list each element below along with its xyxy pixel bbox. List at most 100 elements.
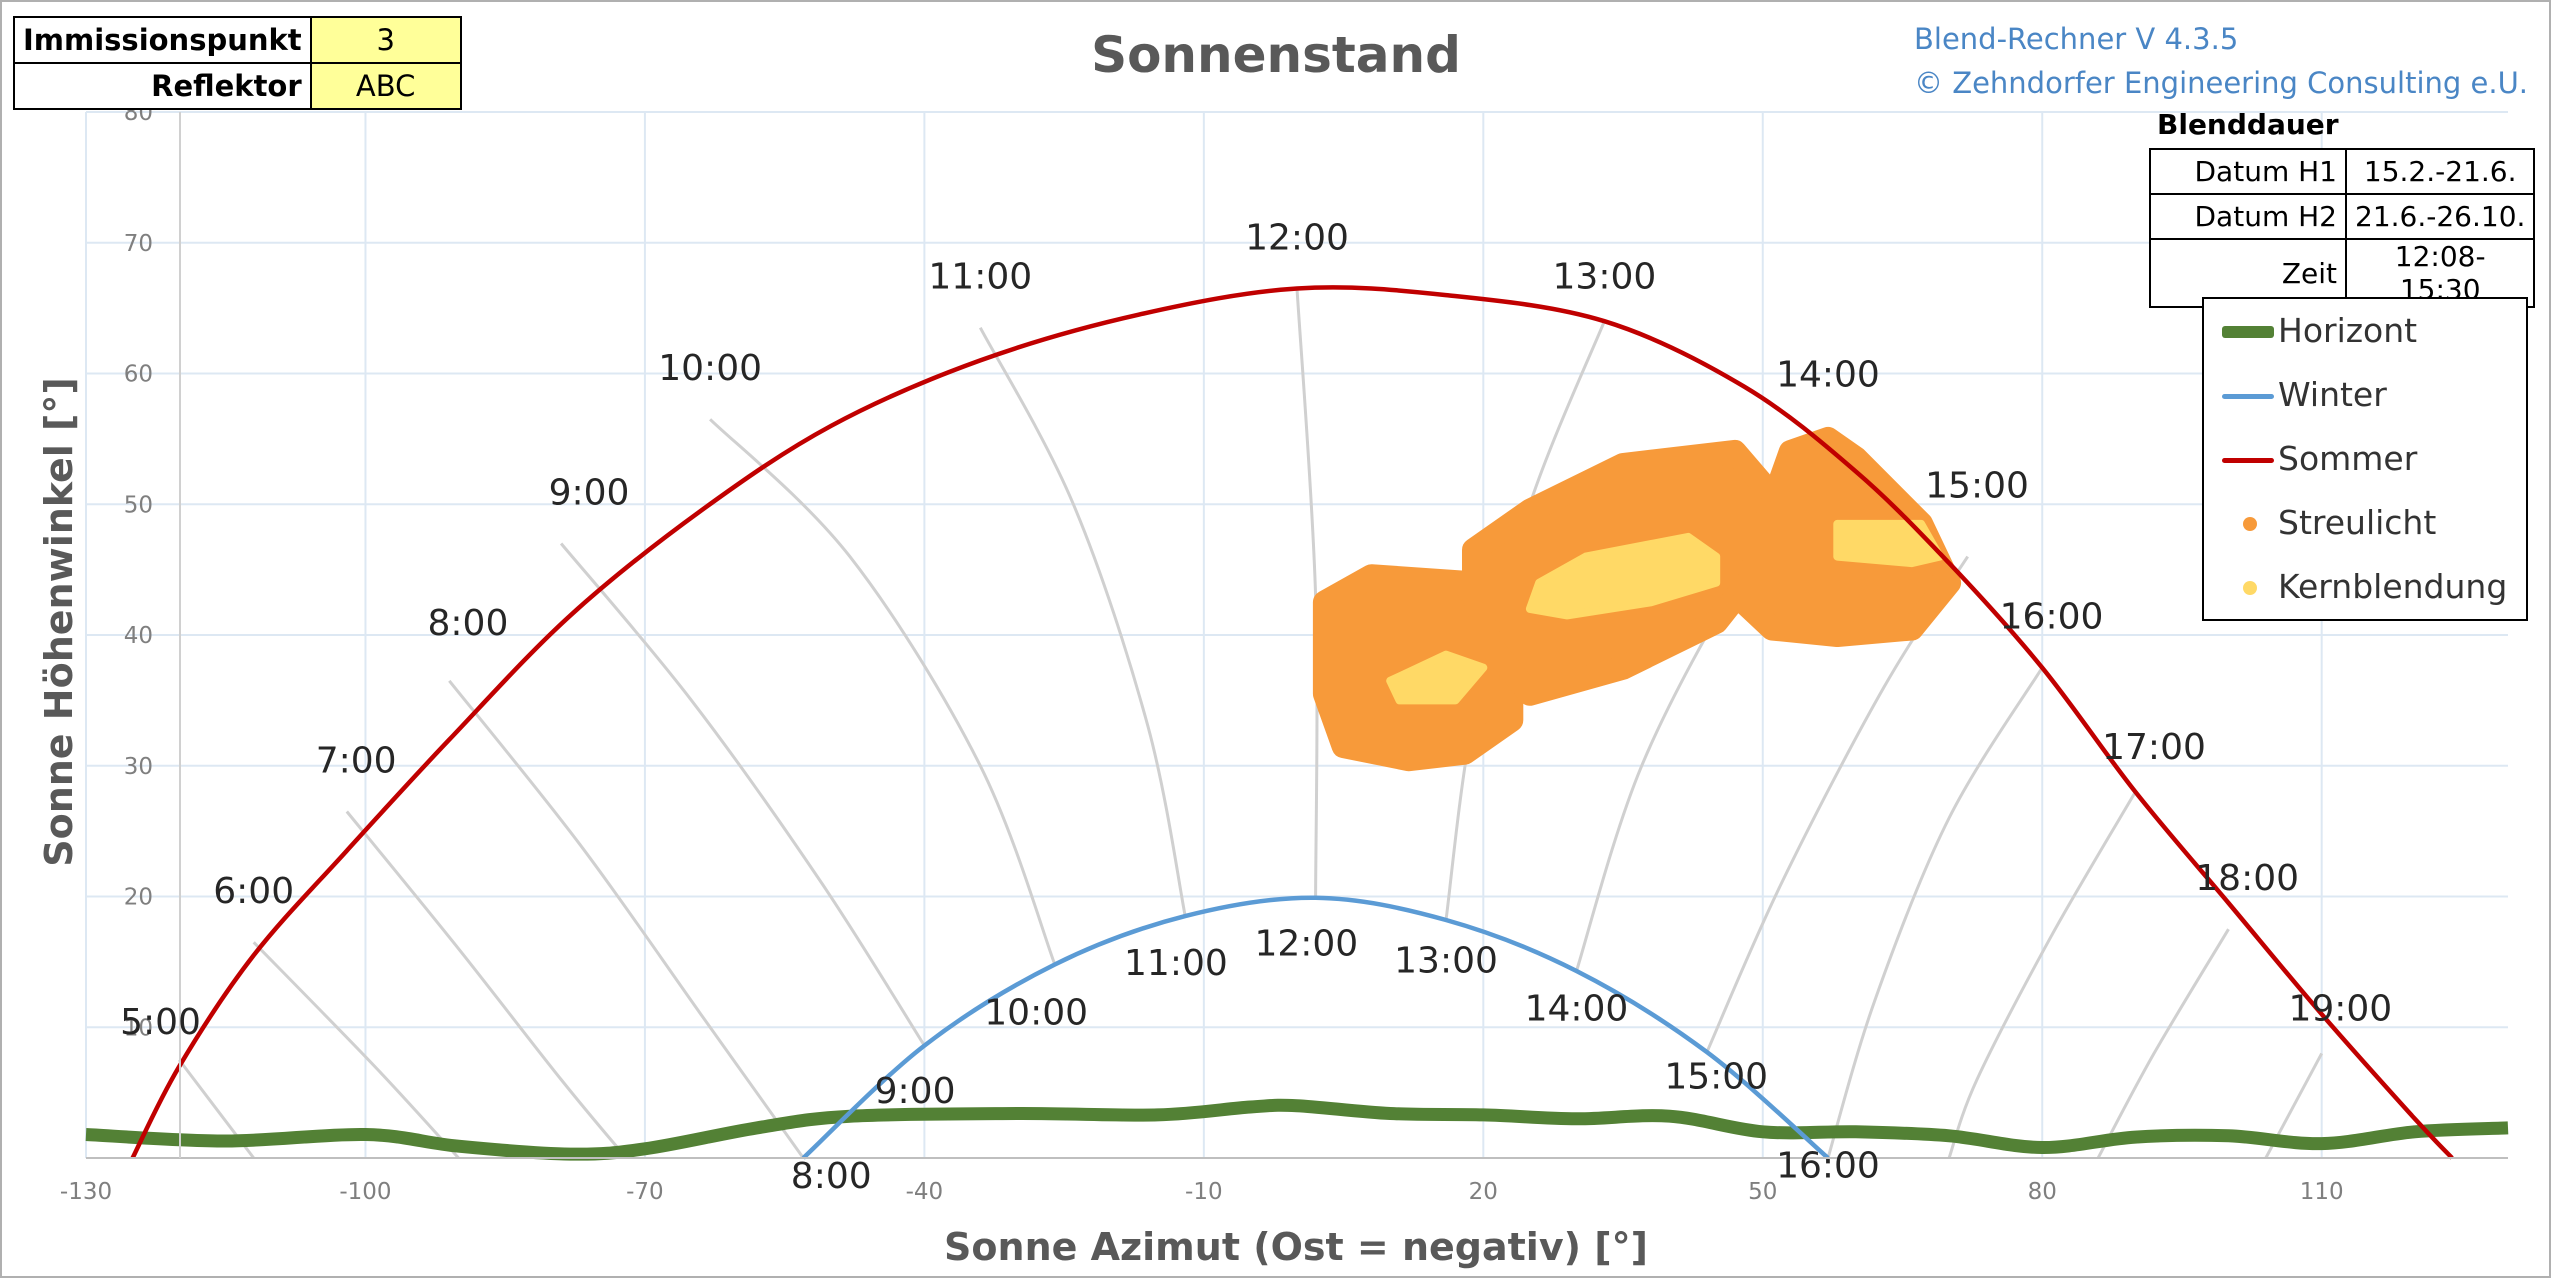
horizon-line bbox=[85, 1098, 2509, 1161]
legend-swatch-streulicht bbox=[2243, 517, 2257, 531]
hour-line bbox=[978, 327, 1187, 917]
winter-hour-label: 13:00 bbox=[1394, 940, 1498, 981]
legend-label: Winter bbox=[2278, 375, 2387, 414]
x-tick-label: -70 bbox=[626, 1179, 664, 1205]
legend-label: Kernblendung bbox=[2278, 567, 2508, 606]
x-tick-label: -10 bbox=[1185, 1179, 1223, 1205]
winter-hour-label: 11:00 bbox=[1124, 943, 1228, 984]
legend-item-streulicht: Streulicht bbox=[2204, 493, 2526, 553]
y-tick-label: 30 bbox=[124, 754, 153, 780]
chart-legend: Horizont Winter Sommer Streulicht Kernbl… bbox=[2202, 297, 2528, 621]
x-tick-label: -100 bbox=[339, 1179, 391, 1205]
x-tick-label: 110 bbox=[2300, 1179, 2344, 1205]
summer-hour-label: 10:00 bbox=[658, 348, 762, 389]
kernblendung-area bbox=[1525, 532, 1721, 620]
hour-line bbox=[709, 418, 1057, 966]
summer-hour-label: 15:00 bbox=[1925, 466, 2029, 507]
summer-curve bbox=[130, 285, 2454, 1160]
x-tick-label: 80 bbox=[2028, 1179, 2057, 1205]
legend-label: Sommer bbox=[2278, 439, 2418, 478]
table-row: Datum H1 15.2.-21.6. bbox=[2149, 148, 2536, 195]
kernblendung-area bbox=[1386, 650, 1488, 705]
winter-curve bbox=[801, 895, 1830, 1160]
winter-hour-label: 14:00 bbox=[1525, 989, 1629, 1030]
hour-line bbox=[448, 679, 805, 1159]
hour-line bbox=[178, 1058, 255, 1159]
winter-hour-label: 9:00 bbox=[875, 1071, 956, 1112]
x-axis-label: Sonne Azimut (Ost = negativ) [°] bbox=[944, 1225, 1648, 1269]
company-text: © Zehndorfer Engineering Consulting e.U. bbox=[1914, 66, 2529, 100]
x-tick-label: -40 bbox=[906, 1179, 944, 1205]
summer-hour-label: 18:00 bbox=[2195, 858, 2299, 899]
point-label: Immissionspunkt bbox=[13, 16, 312, 64]
y-tick-label: 10 bbox=[124, 1015, 153, 1041]
summer-hour-label: 7:00 bbox=[316, 740, 397, 781]
date-h1-label: Datum H1 bbox=[2149, 148, 2347, 195]
legend-item-horizont: Horizont bbox=[2204, 301, 2526, 361]
blenddauer-title: Blenddauer bbox=[2157, 108, 2339, 141]
legend-item-sommer: Sommer bbox=[2204, 429, 2526, 489]
summer-hour-label: 19:00 bbox=[2288, 989, 2392, 1030]
hour-labels: 5:00 6:00 7:00 8:00 9:00 10:00 11:00 12:00 13:00… bbox=[120, 217, 2392, 1197]
hour-line bbox=[252, 941, 460, 1160]
y-axis-label: Sonne Höhenwinkel [°] bbox=[37, 377, 81, 867]
reflector-label: Reflektor bbox=[13, 62, 312, 110]
summer-hour-label: 5:00 bbox=[120, 1002, 201, 1043]
date-h1-value: 15.2.-21.6. bbox=[2344, 148, 2536, 195]
summer-hour-label: 13:00 bbox=[1553, 257, 1657, 298]
hour-line bbox=[1826, 666, 2044, 1159]
sun-curves bbox=[85, 285, 2509, 1161]
axes: -130 -100 -70 -40 -10 20 50 80 110 10 20 30 40 50 60 70… bbox=[60, 100, 2508, 1205]
x-tick-label: -130 bbox=[60, 1179, 112, 1205]
legend-swatch-horizont bbox=[2222, 326, 2274, 338]
table-row: Zeit 12:08-15:30 bbox=[2149, 238, 2536, 308]
winter-hour-label: 10:00 bbox=[984, 993, 1088, 1034]
blenddauer-table: Datum H1 15.2.-21.6. Datum H2 21.6.-26.1… bbox=[2149, 148, 2536, 308]
hour-line bbox=[1947, 791, 2137, 1159]
legend-swatch-sommer bbox=[2222, 458, 2274, 463]
x-tick-label: 50 bbox=[1748, 1179, 1777, 1205]
summer-hour-label: 14:00 bbox=[1776, 355, 1880, 396]
table-row: Reflektor ABC bbox=[13, 62, 462, 110]
time-label: Zeit bbox=[2149, 238, 2347, 308]
glare-areas bbox=[1312, 426, 1962, 772]
legend-label: Horizont bbox=[2278, 311, 2418, 350]
kernblendung-area bbox=[1833, 519, 1944, 568]
summer-hour-label: 9:00 bbox=[549, 472, 630, 513]
summer-hour-label: 12:00 bbox=[1245, 217, 1349, 258]
hour-line bbox=[2096, 928, 2230, 1159]
time-value: 12:08-15:30 bbox=[2344, 238, 2536, 308]
legend-swatch-winter bbox=[2222, 394, 2274, 399]
legend-item-kernblendung: Kernblendung bbox=[2204, 557, 2526, 617]
reflector-value: ABC bbox=[309, 62, 462, 110]
table-row: Immissionspunkt 3 bbox=[13, 16, 462, 64]
date-h2-value: 21.6.-26.10. bbox=[2344, 193, 2536, 240]
hour-line bbox=[345, 810, 628, 1159]
chart-title: Sonnenstand bbox=[1091, 26, 1461, 84]
winter-hour-label: 15:00 bbox=[1664, 1057, 1768, 1098]
y-tick-label: 50 bbox=[124, 492, 153, 518]
summer-hour-label: 6:00 bbox=[213, 871, 294, 912]
y-tick-label: 70 bbox=[124, 231, 153, 257]
legend-label: Streulicht bbox=[2278, 503, 2437, 542]
y-tick-label: 40 bbox=[124, 623, 153, 649]
date-h2-label: Datum H2 bbox=[2149, 193, 2347, 240]
y-tick-label: 20 bbox=[124, 885, 153, 911]
hour-line bbox=[2264, 1052, 2324, 1159]
y-tick-label: 60 bbox=[124, 362, 153, 388]
point-value: 3 bbox=[309, 16, 462, 64]
table-row: Datum H2 21.6.-26.10. bbox=[2149, 193, 2536, 240]
hour-line bbox=[559, 542, 926, 1047]
summer-hour-label: 16:00 bbox=[2000, 596, 2104, 637]
winter-hour-label: 12:00 bbox=[1254, 923, 1358, 964]
version-text: Blend-Rechner V 4.3.5 bbox=[1914, 22, 2239, 56]
legend-item-winter: Winter bbox=[2204, 365, 2526, 425]
summer-hour-label: 8:00 bbox=[428, 603, 509, 644]
point-info-table: Immissionspunkt 3 Reflektor ABC bbox=[13, 16, 462, 110]
legend-swatch-kernblendung bbox=[2243, 581, 2257, 595]
winter-hour-label: 8:00 bbox=[791, 1156, 872, 1197]
summer-hour-label: 17:00 bbox=[2102, 727, 2206, 768]
summer-hour-label: 11:00 bbox=[928, 257, 1032, 298]
